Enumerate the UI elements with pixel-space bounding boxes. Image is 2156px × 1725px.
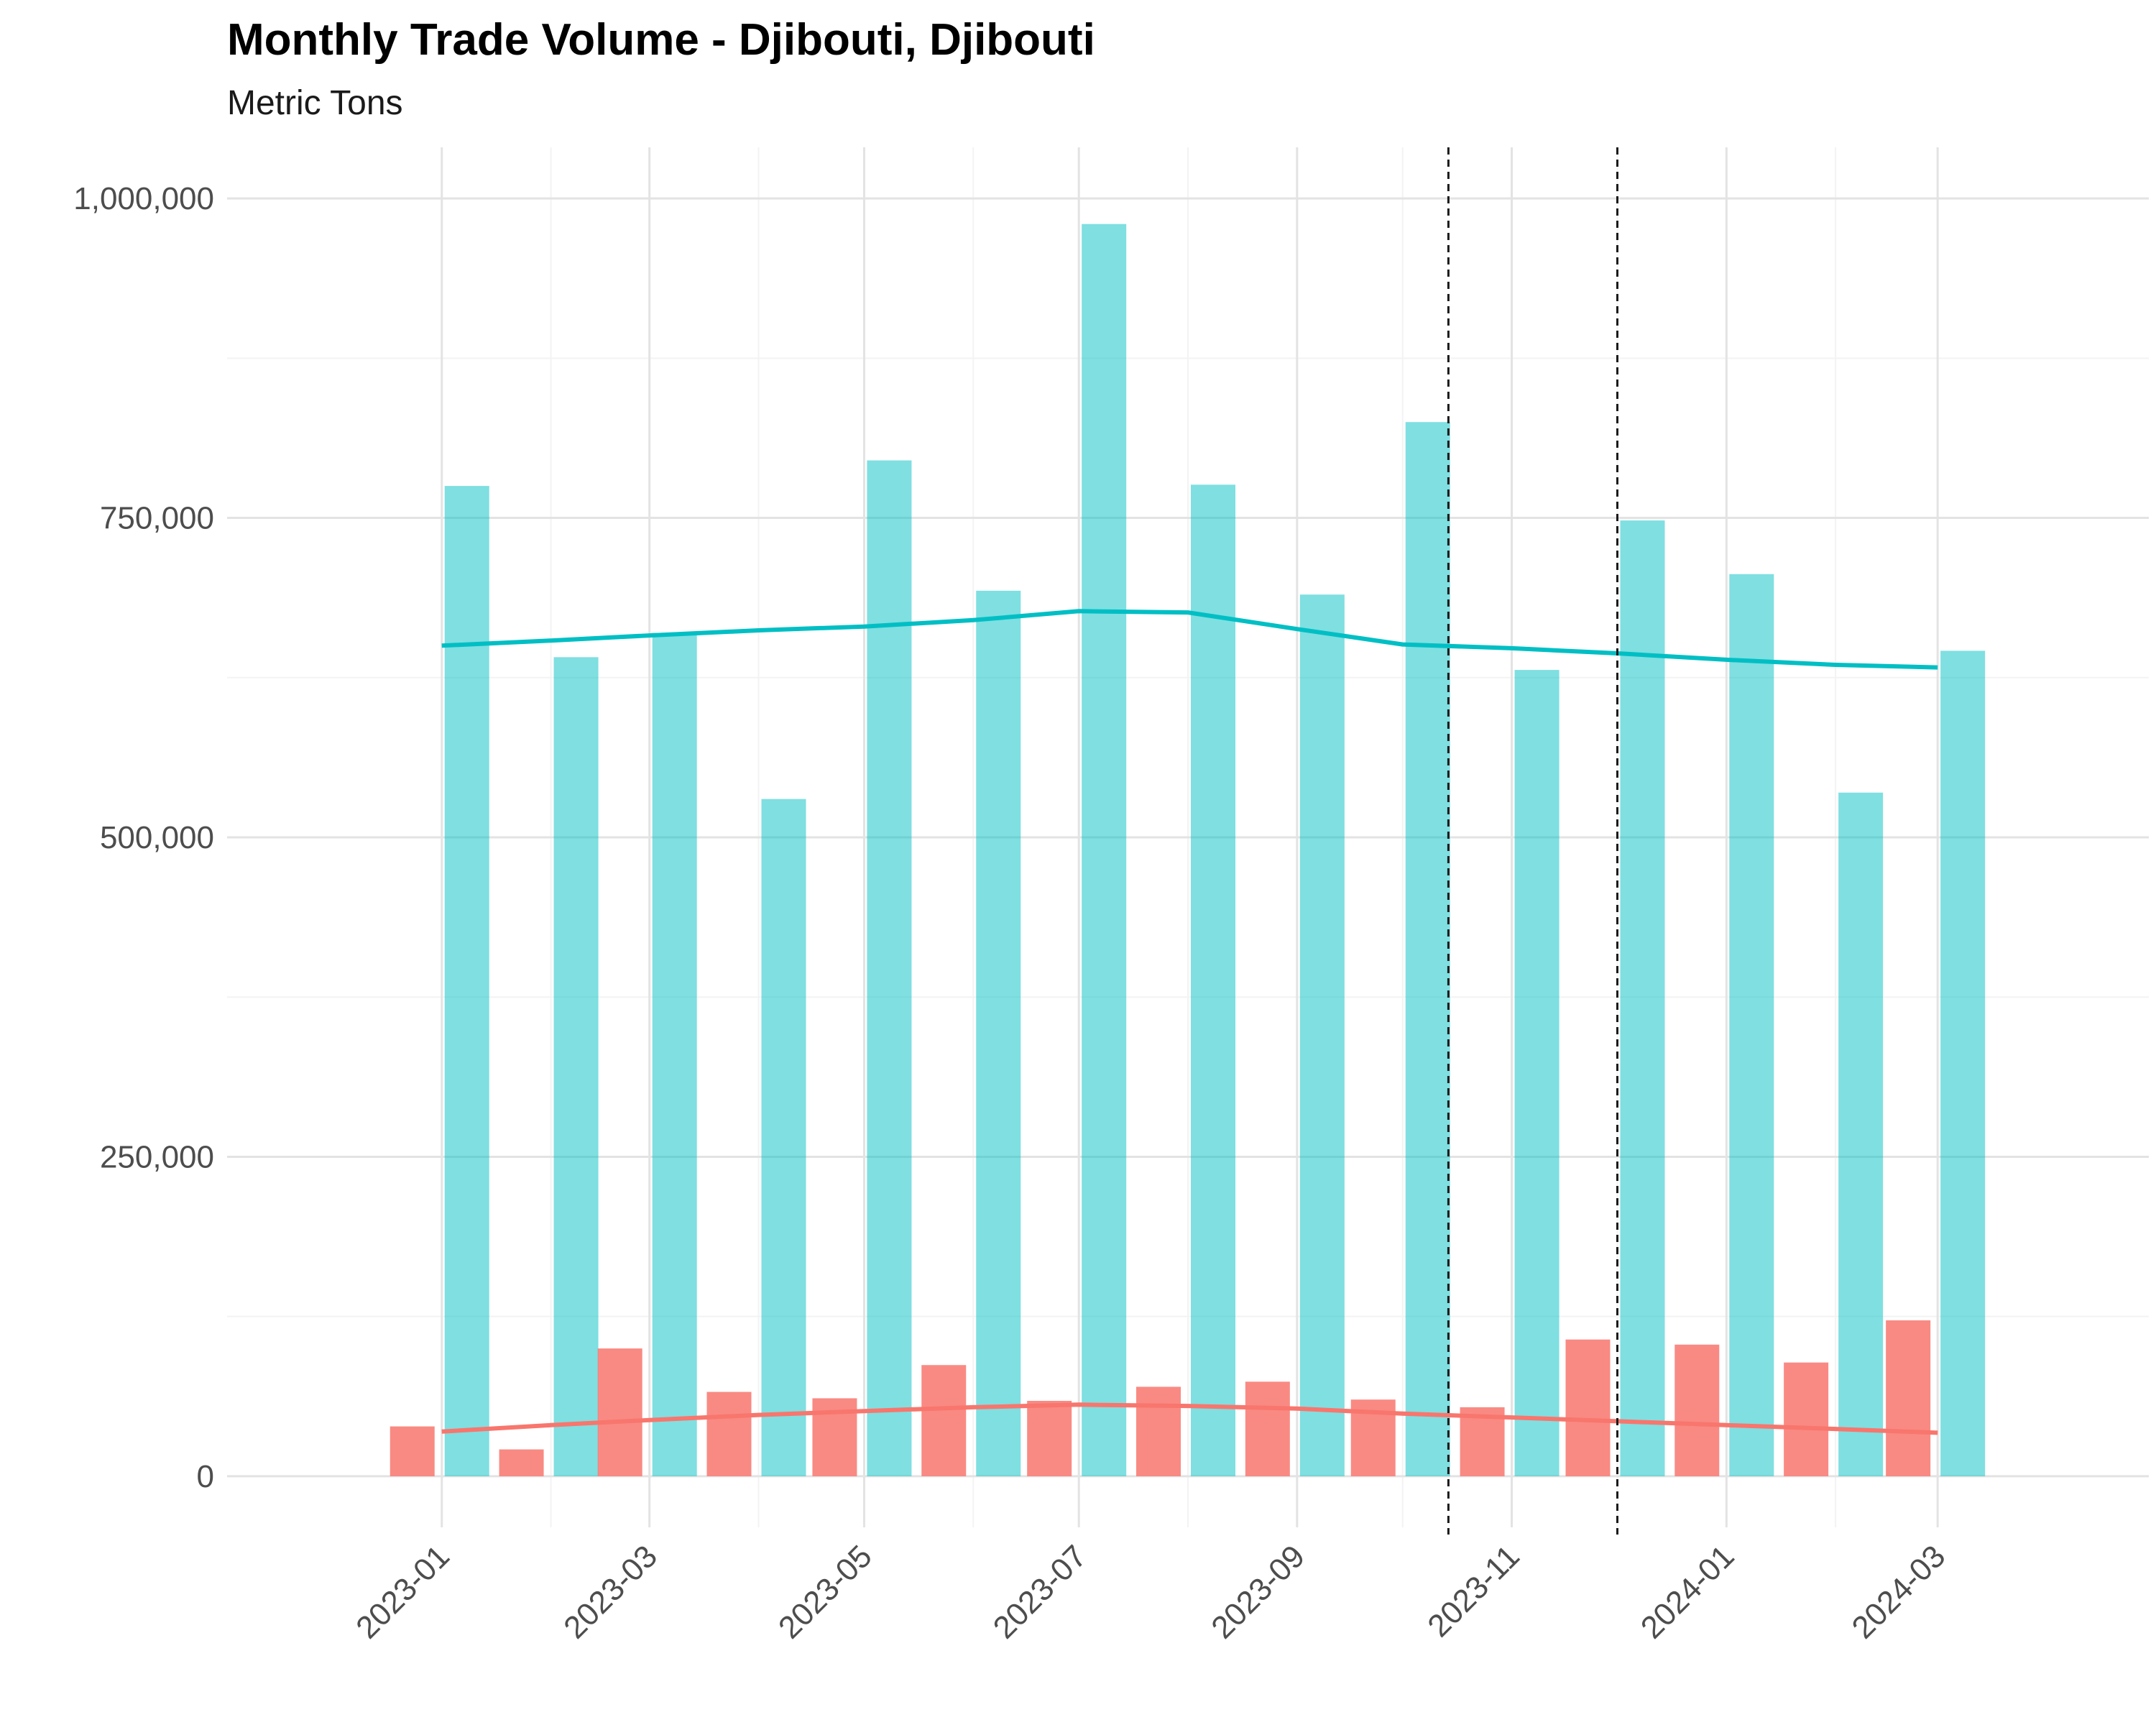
chart-title: Monthly Trade Volume - Djibouti, Djibout…: [227, 15, 1095, 65]
bar-series-2: [1082, 224, 1127, 1476]
y-tick-label: 750,000: [100, 501, 214, 536]
x-tick-label: 2024-03: [1846, 1539, 1953, 1646]
bar-series-2: [1191, 484, 1235, 1476]
bar-series-2: [444, 486, 489, 1476]
bar-series-1: [706, 1392, 752, 1476]
bar-series-2: [1405, 422, 1450, 1476]
bar-series-1: [499, 1449, 544, 1476]
trend-line-series-2: [441, 609, 1938, 670]
bar-series-1: [597, 1348, 642, 1476]
y-tick-label: 1,000,000: [73, 181, 214, 216]
bar-series-2: [652, 632, 697, 1476]
x-tick-label: 2024-01: [1634, 1539, 1741, 1646]
bar-series-2: [867, 460, 912, 1476]
bar-series-2: [553, 657, 599, 1476]
trend-lines: [441, 609, 1938, 1435]
bar-series-1: [1245, 1381, 1290, 1476]
x-tick-label: 2023-09: [1204, 1539, 1312, 1646]
bar-series-1: [1027, 1401, 1072, 1476]
bar-series-1: [1565, 1339, 1611, 1476]
x-tick-label: 2023-07: [987, 1539, 1094, 1646]
bar-series-1: [1784, 1362, 1829, 1476]
trend-line-series-1: [441, 1402, 1938, 1435]
x-tick-label: 2023-11: [1421, 1539, 1526, 1644]
x-tick-label: 2023-01: [349, 1539, 456, 1646]
bar-series-2: [1729, 574, 1774, 1476]
y-tick-label: 250,000: [100, 1139, 214, 1174]
bar-series-2: [1838, 792, 1884, 1476]
bar-series-1: [1886, 1320, 1931, 1476]
x-axis: 2023-01 2023-03 2023-05 2023-07 2023-09 2023-…: [349, 1539, 1952, 1646]
bar-series-2: [976, 590, 1021, 1476]
bar-series-2: [1514, 670, 1560, 1476]
bar-series-1: [390, 1426, 435, 1476]
y-tick-label: 500,000: [100, 820, 214, 855]
bar-series-1: [921, 1365, 967, 1476]
bar-series-2: [1299, 594, 1345, 1476]
bar-series-2: [1620, 520, 1665, 1476]
y-axis: 0 250,000 500,000 750,000 1,000,000: [73, 181, 214, 1494]
grid-lines: [227, 147, 2149, 1527]
bar-series-1: [1136, 1386, 1181, 1476]
bar-series-2: [761, 799, 806, 1476]
bars: [390, 224, 1986, 1476]
y-tick-label: 0: [197, 1459, 214, 1494]
bar-series-1: [1674, 1344, 1720, 1476]
x-tick-label: 2023-03: [557, 1539, 664, 1646]
bar-series-2: [1940, 650, 1986, 1476]
x-tick-label: 2023-05: [772, 1539, 879, 1646]
chart-subtitle: Metric Tons: [227, 84, 403, 122]
